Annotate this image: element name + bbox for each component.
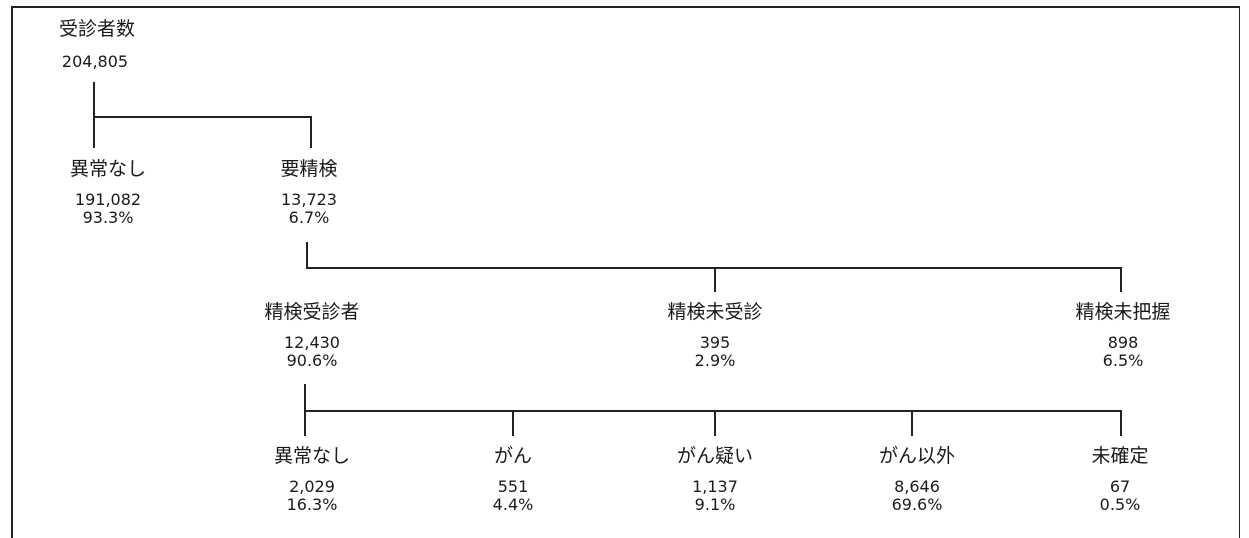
node-level3-suspected: がん疑い 1,137 9.1% bbox=[660, 445, 770, 514]
node-level2-not-examined: 精検未受診 395 2.9% bbox=[655, 301, 775, 370]
node-label: がん疑い bbox=[676, 445, 753, 467]
node-count: 191,082 bbox=[74, 190, 142, 209]
node-level1-needs-exam: 要精検 13,723 6.7% bbox=[259, 158, 359, 227]
node-count: 67 bbox=[1109, 477, 1131, 496]
node-level1-normal: 異常なし 191,082 93.3% bbox=[53, 158, 163, 227]
frame-border-top bbox=[11, 6, 1240, 8]
node-count: 2,029 bbox=[289, 477, 335, 496]
node-percent: 2.9% bbox=[694, 351, 736, 370]
node-level2-examined: 精検受診者 12,430 90.6% bbox=[252, 301, 372, 370]
node-count: 204,805 bbox=[61, 52, 129, 71]
node-percent: 90.6% bbox=[286, 351, 338, 370]
node-label: 異常なし bbox=[273, 445, 350, 467]
node-label: 要精検 bbox=[280, 158, 338, 180]
node-percent: 4.4% bbox=[492, 495, 534, 514]
node-count: 898 bbox=[1107, 333, 1139, 352]
node-count: 1,137 bbox=[692, 477, 738, 496]
node-count: 12,430 bbox=[284, 333, 340, 352]
node-percent: 0.5% bbox=[1099, 495, 1141, 514]
node-label: がん bbox=[493, 445, 532, 467]
node-percent: 69.6% bbox=[891, 495, 943, 514]
node-label: 精検未把握 bbox=[1075, 301, 1171, 323]
node-label: がん以外 bbox=[878, 445, 955, 467]
node-level3-normal: 異常なし 2,029 16.3% bbox=[257, 445, 367, 514]
node-level3-undetermined: 未確定 67 0.5% bbox=[1070, 445, 1170, 514]
frame-border-left bbox=[11, 6, 13, 538]
node-count: 395 bbox=[699, 333, 731, 352]
node-percent: 6.7% bbox=[288, 208, 330, 227]
node-percent: 9.1% bbox=[694, 495, 736, 514]
frame-border-right bbox=[1238, 6, 1240, 538]
node-percent: 93.3% bbox=[82, 208, 134, 227]
node-root: 受診者数 204,805 bbox=[59, 18, 136, 71]
node-percent: 6.5% bbox=[1102, 351, 1144, 370]
node-level3-cancer: がん 551 4.4% bbox=[463, 445, 563, 514]
node-label: 受診者数 bbox=[59, 18, 136, 40]
node-percent: 16.3% bbox=[286, 495, 338, 514]
node-level2-unknown: 精検未把握 898 6.5% bbox=[1063, 301, 1183, 370]
node-count: 551 bbox=[497, 477, 529, 496]
node-count: 13,723 bbox=[281, 190, 337, 209]
node-label: 未確定 bbox=[1091, 445, 1149, 467]
node-label: 異常なし bbox=[69, 158, 146, 180]
node-count: 8,646 bbox=[894, 477, 940, 496]
node-level3-other: がん以外 8,646 69.6% bbox=[862, 445, 972, 514]
node-label: 精検受診者 bbox=[264, 301, 360, 323]
node-label: 精検未受診 bbox=[667, 301, 763, 323]
